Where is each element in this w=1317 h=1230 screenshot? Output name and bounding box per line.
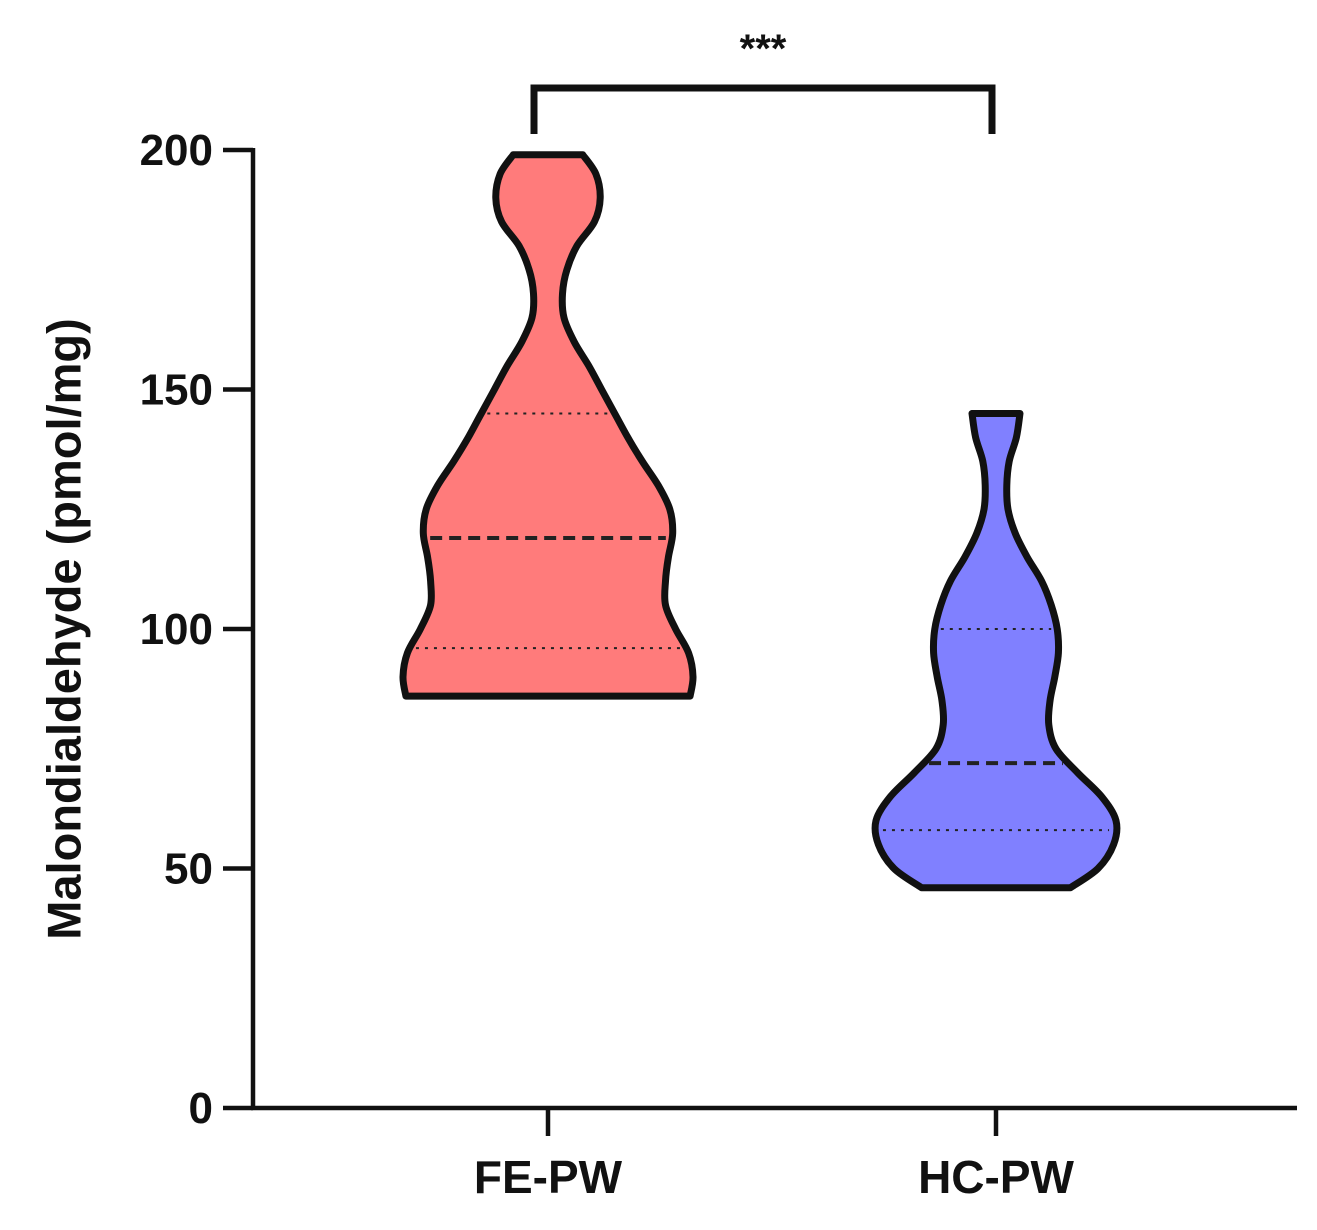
significance-bracket: *** [530, 27, 996, 134]
y-tick-label: 100 [140, 605, 213, 654]
y-tick-label: 200 [140, 126, 213, 175]
violin-fe-pw [399, 151, 697, 700]
violin-body [399, 151, 697, 700]
y-tick-label: 150 [140, 366, 213, 415]
y-tick-label: 50 [164, 845, 213, 894]
violins-layer [399, 151, 1121, 892]
significance-bracket-line [530, 84, 996, 134]
y-axis-title: Malondialdehyde (pmol/mg) [37, 318, 90, 939]
significance-label: *** [740, 27, 787, 71]
y-ticks: 0 50 100 150 200 [140, 126, 253, 1133]
y-tick-label: 0 [189, 1084, 213, 1133]
violin-hc-pw [871, 410, 1121, 892]
x-ticks: FE-PW HC-PW [474, 1108, 1075, 1203]
axes-layer [250, 148, 1297, 1111]
x-tick-label: FE-PW [474, 1151, 623, 1203]
x-tick-label: HC-PW [918, 1151, 1074, 1203]
violin-body [871, 410, 1121, 892]
